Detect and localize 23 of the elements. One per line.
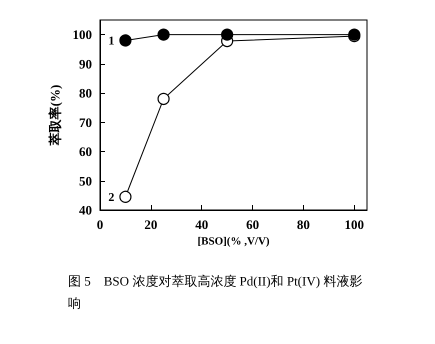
- y-tick-label: 50: [79, 173, 92, 188]
- y-tick-label: 40: [79, 202, 92, 218]
- caption: 图 5 BSO 浓度对萃取高浓度 Pd(II)和 Pt(IV) 料液影响: [68, 274, 362, 310]
- y-tick-label: 100: [72, 27, 92, 42]
- point: [221, 28, 234, 41]
- point: [119, 34, 132, 47]
- y-tick-label: 60: [79, 144, 92, 160]
- y-tick-label: 90: [79, 56, 92, 72]
- x-tick-label: 60: [246, 217, 260, 232]
- x-axis-title: [BSO](% ,V/V): [197, 235, 270, 248]
- series-label: 2: [108, 190, 114, 204]
- x-tick-label: 20: [144, 217, 158, 232]
- point: [157, 92, 170, 106]
- y-tick-label: 80: [79, 86, 92, 101]
- x-tick-label: 0: [96, 217, 104, 232]
- x-tick-label: 40: [195, 217, 208, 232]
- y-axis-title: 萃取率(%): [48, 84, 63, 146]
- point: [157, 28, 170, 41]
- x-tick-label: 100: [344, 217, 364, 232]
- series-label: 1: [108, 33, 114, 48]
- point: [119, 190, 132, 203]
- x-tick-label: 80: [296, 217, 310, 232]
- y-tick-label: 70: [79, 114, 92, 130]
